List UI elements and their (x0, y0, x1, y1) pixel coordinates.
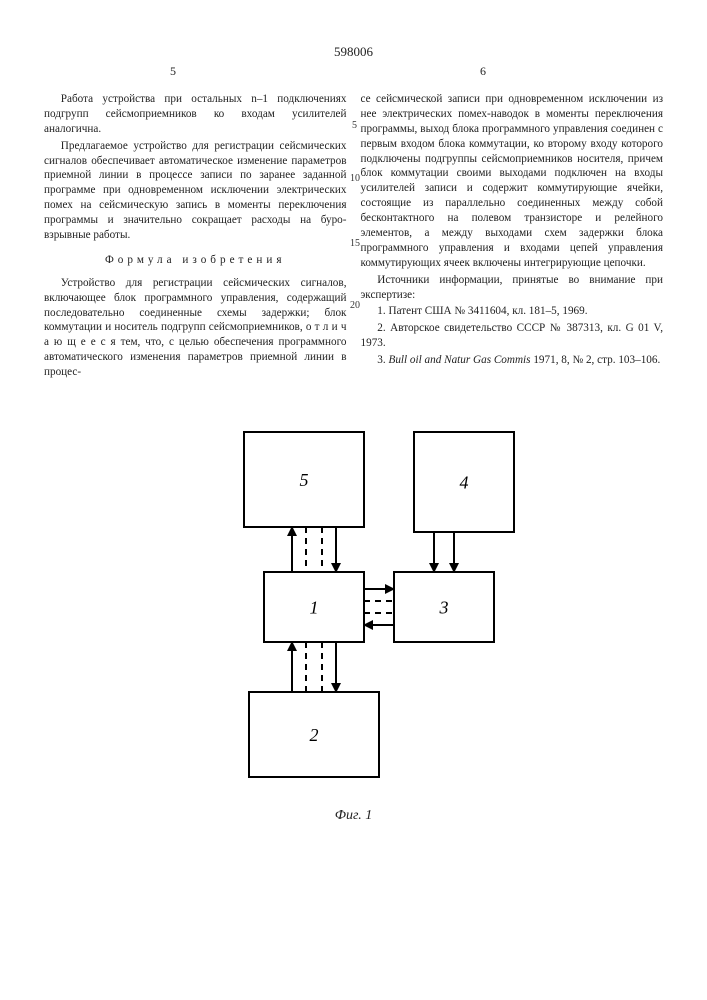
svg-text:2: 2 (309, 725, 318, 745)
line-number: 20 (350, 300, 360, 311)
paragraph: Предлагаемое устройство для регистрации … (44, 139, 347, 243)
right-column: се сейсмической записи при одновременном… (361, 92, 664, 382)
paragraph: Работа устройства при остальных n–1 подк… (44, 92, 347, 137)
paragraph: Устройство для регистрации сейсмических … (44, 276, 347, 380)
column-marker-left: 5 (170, 64, 176, 79)
page-root: 598006 5 6 5 10 15 20 Работа устройства … (0, 0, 707, 1000)
svg-text:4: 4 (459, 472, 468, 492)
left-column: Работа устройства при остальных n–1 подк… (44, 92, 347, 382)
column-marker-right: 6 (480, 64, 486, 79)
source-item-prefix: 3. (377, 354, 385, 366)
claims-heading: Формула изобретения (44, 253, 347, 268)
sources-heading: Источники информации, принятые во вниман… (361, 273, 664, 303)
svg-text:1: 1 (309, 597, 318, 617)
source-item: 2. Авторское свидетельство СССР № 387313… (361, 321, 664, 351)
source-item: 1. Патент США № 3411604, кл. 181–5, 1969… (361, 304, 664, 319)
source-item-tail: 1971, 8, № 2, стр. 103–106. (533, 354, 660, 366)
figure-1: 5 4 1 3 2 Фиг. 1 (44, 402, 663, 882)
source-item-italic: Bull oil and Natur Gas Commis (388, 354, 530, 366)
document-number: 598006 (0, 44, 707, 60)
figure-svg: 5 4 1 3 2 (154, 402, 554, 802)
svg-text:3: 3 (438, 597, 448, 617)
figure-caption: Фиг. 1 (44, 808, 663, 824)
line-number: 15 (350, 238, 360, 249)
line-number: 10 (350, 173, 360, 184)
paragraph: се сейсмической записи при одновременном… (361, 92, 664, 271)
line-number: 5 (352, 120, 357, 131)
svg-text:5: 5 (299, 470, 308, 490)
source-item: 3. Bull oil and Natur Gas Commis 1971, 8… (361, 353, 664, 368)
